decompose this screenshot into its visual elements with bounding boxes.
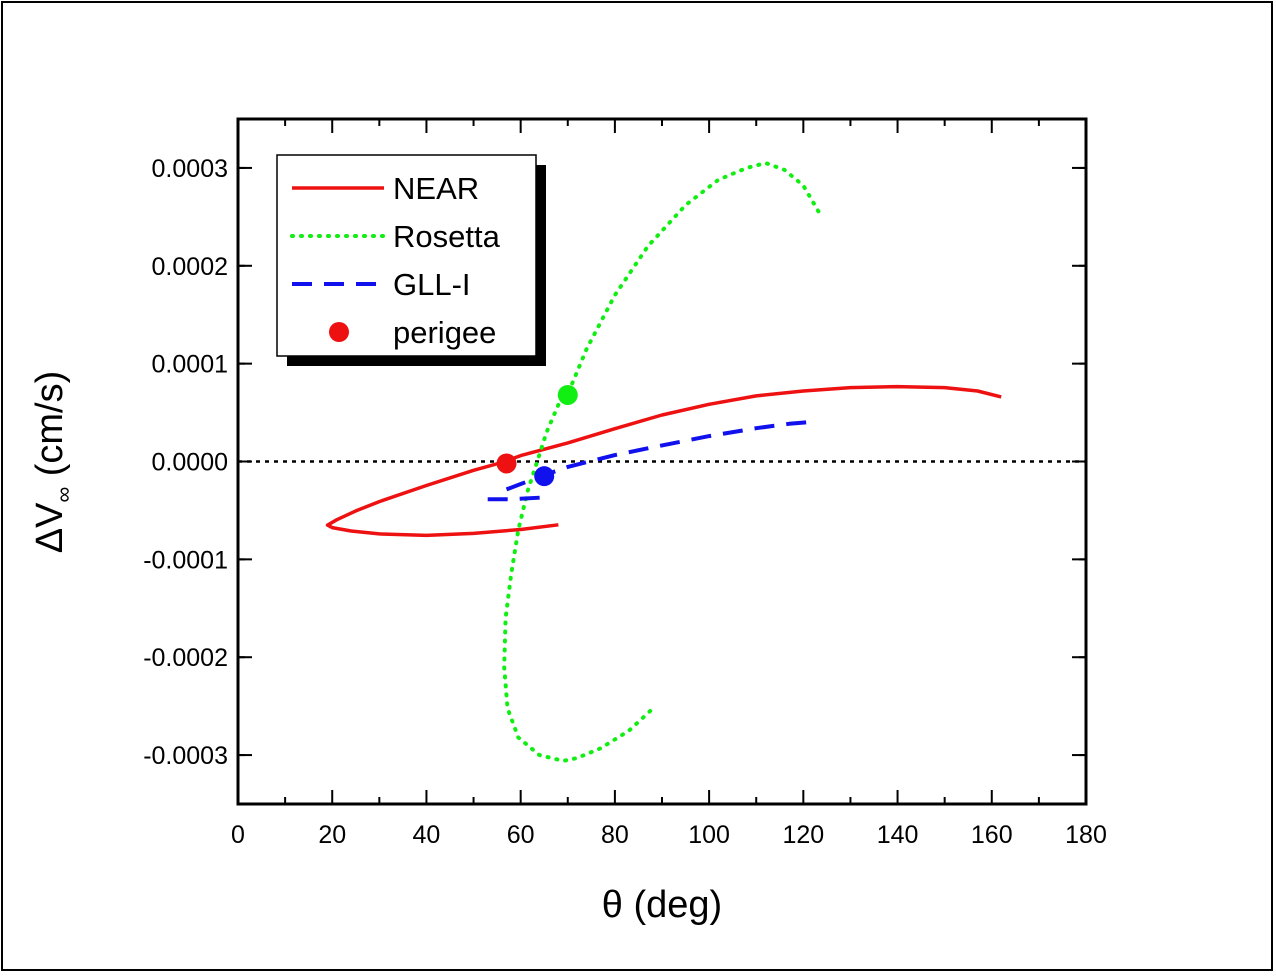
perigee-marker-gll-i (534, 466, 555, 487)
tick-label-layer: 0 20 40 60 80 100 120 140 160 180 0.0003 0.0002 0.00… (143, 155, 1107, 849)
series-line-near (325, 384, 1002, 538)
x-tick-label: 20 (318, 821, 346, 849)
x-tick-label: 80 (601, 821, 629, 849)
y-tick-label: 0.0001 (152, 351, 228, 379)
legend-label-rosetta: Rosetta (393, 219, 501, 254)
legend-marker-perigee (329, 322, 349, 342)
perigee-marker-rosetta (557, 384, 578, 405)
x-tick-label: 160 (971, 821, 1013, 849)
x-tick-label: 0 (231, 821, 245, 849)
y-axis-title: ΔV∞ (cm/s) (29, 371, 76, 554)
series-line-gll-i (487, 419, 818, 502)
x-axis-title: θ (deg) (602, 884, 722, 926)
x-tick-label: 100 (688, 821, 730, 849)
y-tick-label: 0.0003 (152, 155, 228, 183)
perigee-marker-near (496, 453, 517, 474)
y-tick-label: -0.0001 (143, 546, 228, 574)
y-axis-title-main: ΔV (29, 502, 71, 553)
x-tick-label: 140 (877, 821, 919, 849)
y-axis-title-subscript: ∞ (51, 487, 76, 503)
legend-label-near: NEAR (393, 171, 479, 206)
legend-items: NEAR Rosetta GLL-I perigee (290, 171, 501, 350)
series-line-rosetta (502, 161, 825, 763)
x-tick-label: 60 (507, 821, 535, 849)
marker-layer (496, 384, 578, 487)
legend-label-perigee: perigee (393, 315, 496, 350)
series-layer (325, 161, 1002, 763)
y-tick-label: 0.0000 (152, 449, 228, 477)
x-tick-label: 120 (782, 821, 824, 849)
y-tick-label: 0.0002 (152, 253, 228, 281)
x-tick-label: 40 (413, 821, 441, 849)
x-tick-label: 180 (1065, 821, 1107, 849)
legend: NEAR Rosetta GLL-I perigee (276, 154, 546, 366)
y-axis-title-unit: (cm/s) (29, 371, 71, 487)
y-tick-label: -0.0003 (143, 742, 228, 770)
y-tick-label: -0.0002 (143, 644, 228, 672)
tick-layer (237, 119, 1087, 804)
legend-label-gll-i: GLL-I (393, 267, 471, 302)
